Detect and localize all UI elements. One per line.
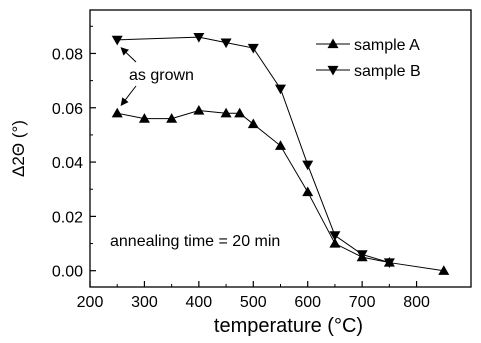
y-tick-label: 0.04 <box>52 155 83 172</box>
data-point-sample-a <box>193 104 205 115</box>
annotation-group: as grown annealing time = 20 min <box>110 47 280 250</box>
tick-group: 200 300 400 500 600 700 800 0.00 0.02 0.04 0.06 0.0… <box>52 25 430 311</box>
annotation-as-grown: as grown <box>129 67 194 84</box>
y-tick-label: 0.08 <box>52 46 83 63</box>
y-axis-title: Δ2Θ (°) <box>9 120 28 177</box>
y-tick-label: 0.02 <box>52 209 83 226</box>
x-tick-label: 200 <box>77 294 104 311</box>
data-point-sample-a <box>166 113 178 123</box>
legend-label-sample-a: sample A <box>354 37 420 54</box>
data-point-sample-b <box>356 250 368 260</box>
data-point-sample-b <box>220 38 232 49</box>
y-tick-label: 0.00 <box>52 264 83 281</box>
data-point-sample-b <box>247 43 259 54</box>
x-tick-label: 500 <box>240 294 267 311</box>
data-point-sample-b <box>329 231 341 241</box>
x-tick-label: 300 <box>131 294 158 311</box>
x-tick-label: 400 <box>186 294 213 311</box>
x-tick-label: 600 <box>294 294 321 311</box>
data-point-sample-a <box>302 186 314 197</box>
data-point-sample-a <box>275 140 286 150</box>
data-point-sample-a <box>438 265 450 275</box>
legend-label-sample-b: sample B <box>354 63 421 80</box>
data-point-sample-b <box>111 35 123 46</box>
data-point-sample-b <box>275 84 286 95</box>
series-group <box>111 33 450 275</box>
data-point-sample-a <box>247 118 259 129</box>
data-point-sample-b <box>383 258 395 269</box>
data-point-sample-a <box>329 238 341 248</box>
data-point-sample-a <box>220 107 232 118</box>
y-tick-label: 0.06 <box>52 101 83 118</box>
x-axis-title: temperature (°C) <box>214 315 363 337</box>
legend-marker <box>327 65 339 76</box>
annotation-arrow-sample-b <box>120 47 137 63</box>
x-tick-label: 700 <box>349 294 376 311</box>
legend-marker <box>327 38 339 49</box>
data-point-sample-a <box>111 107 123 118</box>
x-tick-label: 800 <box>403 294 430 311</box>
annotation-annealing-time: annealing time = 20 min <box>110 233 280 250</box>
annotation-arrow-sample-a <box>120 85 137 106</box>
data-point-sample-b <box>193 33 205 43</box>
legend: sample A sample B <box>316 37 421 80</box>
data-point-sample-a <box>234 107 246 118</box>
data-point-sample-b <box>302 160 314 171</box>
data-point-sample-a <box>138 113 150 123</box>
